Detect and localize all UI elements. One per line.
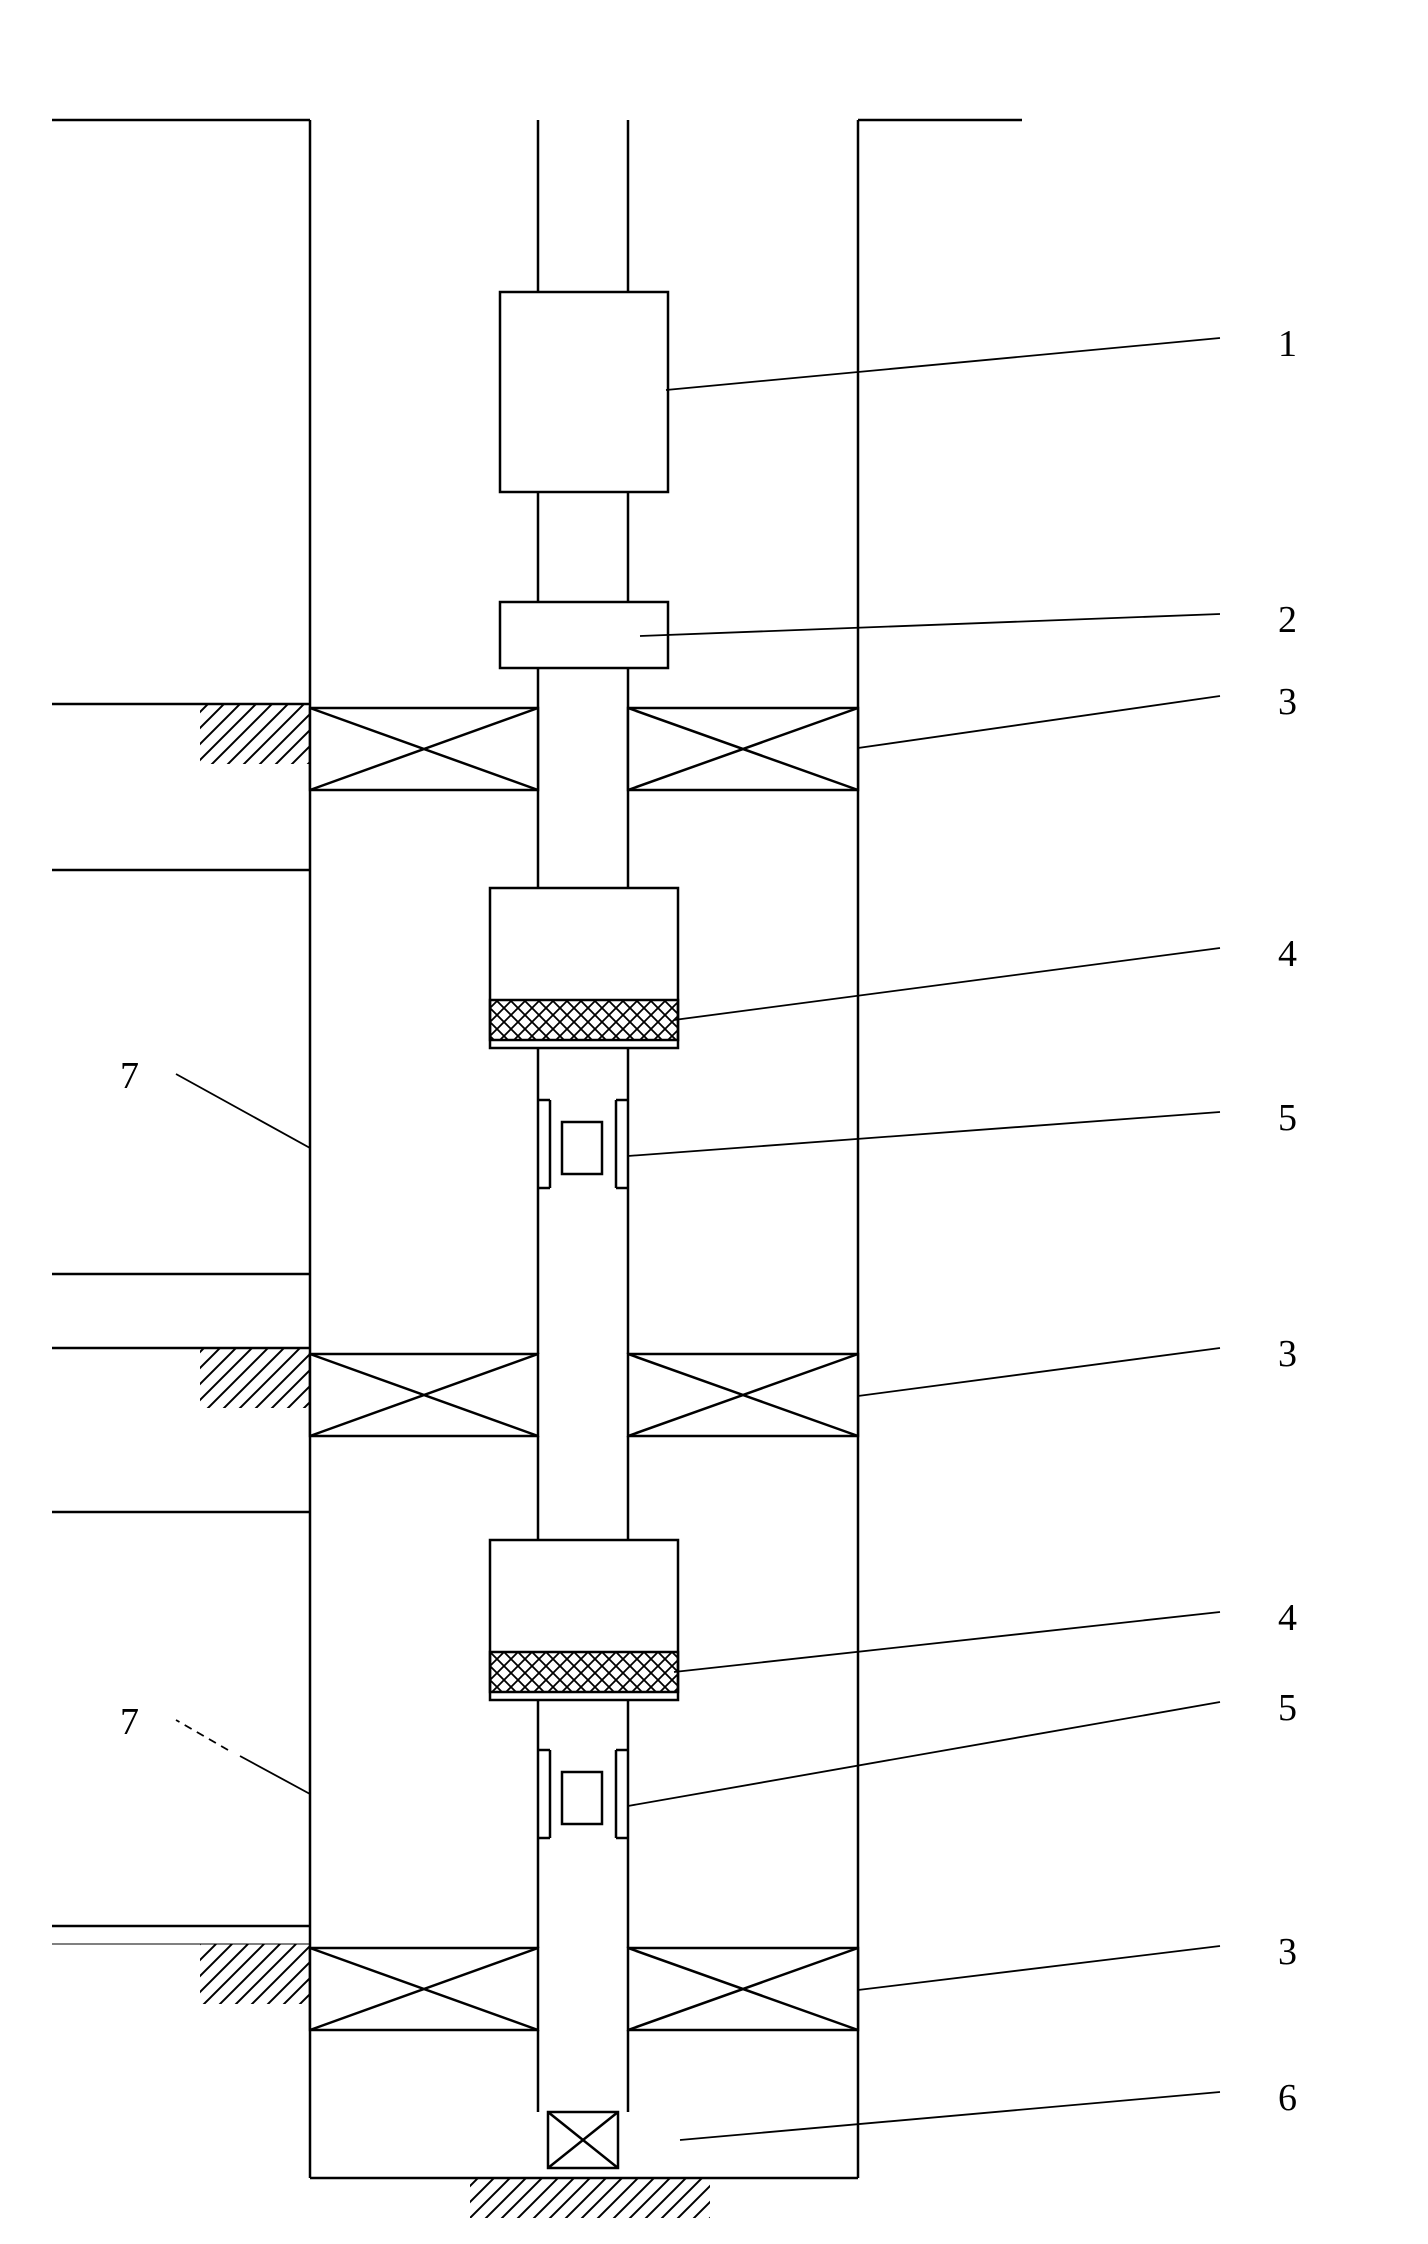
label-4-upper: 4 — [1278, 932, 1297, 976]
label-6: 6 — [1278, 2076, 1297, 2120]
label-1: 1 — [1278, 322, 1297, 366]
diagram-container: 1 2 3 4 5 3 4 5 3 6 7 7 — [0, 0, 1428, 2244]
label-5-lower: 5 — [1278, 1686, 1297, 1730]
label-5-upper: 5 — [1278, 1096, 1297, 1140]
label-2: 2 — [1278, 598, 1297, 642]
label-4-lower: 4 — [1278, 1596, 1297, 1640]
label-3-top: 3 — [1278, 680, 1297, 724]
label-7-upper: 7 — [120, 1054, 139, 1098]
wellbore-schematic-svg — [0, 0, 1428, 2244]
label-3-bot: 3 — [1278, 1930, 1297, 1974]
label-7-lower: 7 — [120, 1700, 139, 1744]
label-3-mid: 3 — [1278, 1332, 1297, 1376]
